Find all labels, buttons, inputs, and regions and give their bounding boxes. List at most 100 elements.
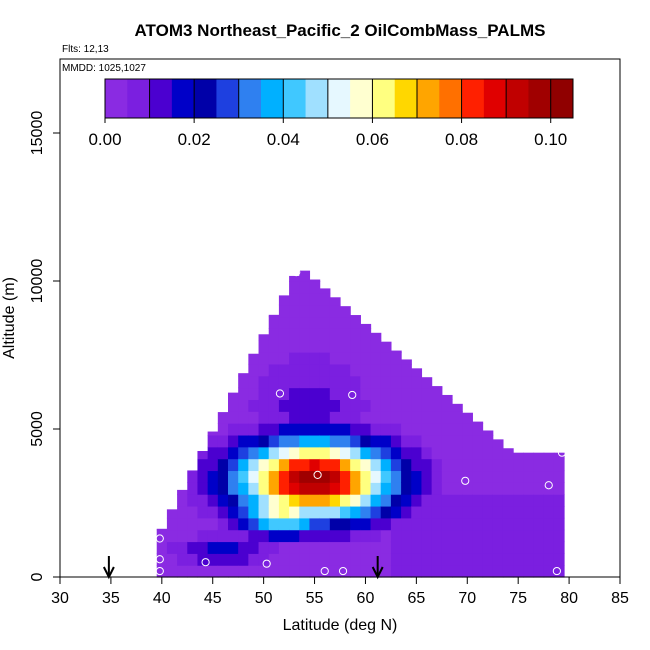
x-tick-label: 55 <box>306 590 324 607</box>
heat-cell <box>289 363 300 377</box>
heat-cell <box>309 399 321 412</box>
heat-cell <box>309 505 321 519</box>
heat-cell <box>299 423 311 436</box>
heat-cell <box>360 470 372 483</box>
heat-cell <box>309 411 321 424</box>
heat-cell <box>268 446 280 460</box>
heat-cell <box>166 517 178 531</box>
heat-cell <box>421 399 433 412</box>
heat-cell <box>258 505 270 519</box>
heat-cell <box>421 482 433 495</box>
heat-cell <box>309 529 321 543</box>
heat-cell <box>441 399 453 412</box>
heat-cell <box>258 553 270 566</box>
heat-cell <box>207 482 219 495</box>
heat-cell <box>553 458 565 472</box>
heat-cell <box>452 434 463 448</box>
heat-cell <box>482 517 494 531</box>
heat-cell <box>289 565 300 578</box>
heat-cell <box>390 411 402 424</box>
heat-cell <box>472 517 484 531</box>
heat-cell <box>187 565 199 578</box>
heat-cell <box>268 314 280 318</box>
heat-cell <box>340 565 351 578</box>
heat-cell <box>187 529 199 543</box>
heat-cell <box>390 458 402 472</box>
heat-cell <box>553 452 565 460</box>
heat-cell <box>187 505 199 519</box>
heat-cell <box>472 482 484 495</box>
heat-cell <box>513 494 524 507</box>
heat-cell <box>187 541 199 554</box>
heat-cell <box>309 482 321 495</box>
heat-cell <box>401 399 412 412</box>
heat-cell <box>350 517 361 531</box>
heat-cell <box>319 494 331 507</box>
heat-cell <box>309 458 321 472</box>
heat-cell <box>329 411 341 424</box>
heat-cell <box>462 434 473 448</box>
heat-cell <box>217 470 229 483</box>
heat-cell <box>340 411 351 424</box>
heat-cell <box>268 565 280 578</box>
heat-cell <box>258 334 270 341</box>
heat-cell <box>278 470 290 483</box>
heat-cell <box>513 482 524 495</box>
heat-cell <box>340 423 351 436</box>
heat-cell <box>462 482 473 495</box>
x-tick-label: 75 <box>509 590 527 607</box>
sample-point <box>155 555 164 564</box>
sample-point <box>262 559 271 568</box>
heat-cell <box>350 482 361 495</box>
heat-cell <box>492 458 504 472</box>
heat-cell <box>248 541 260 554</box>
heat-cell <box>441 565 453 578</box>
heat-cell <box>462 529 473 543</box>
heat-cell <box>431 387 443 400</box>
heat-cell <box>258 446 270 460</box>
heat-cell <box>299 517 311 531</box>
heat-cell <box>360 565 372 578</box>
heat-cell <box>380 411 392 424</box>
heat-cell <box>452 529 463 543</box>
x-tick-label: 80 <box>560 590 578 607</box>
heat-cell <box>289 470 300 483</box>
sample-point <box>552 566 561 576</box>
heat-cell <box>472 505 484 519</box>
heat-cell <box>523 482 535 495</box>
colorbar-swatch <box>550 79 574 118</box>
heat-cell <box>513 470 524 483</box>
heat-cell <box>370 458 382 472</box>
heat-cell <box>268 328 280 341</box>
heat-cell <box>390 434 402 448</box>
heat-cell <box>228 446 239 460</box>
sample-point <box>292 268 301 277</box>
heat-cell <box>340 375 351 389</box>
heat-cell <box>299 375 311 389</box>
heat-cell <box>390 565 402 578</box>
heat-cell <box>452 411 463 424</box>
heat-cell <box>492 470 504 483</box>
heat-cell <box>278 529 290 543</box>
heat-cell <box>390 505 402 519</box>
heat-cell <box>411 541 423 554</box>
heat-cell <box>350 458 361 472</box>
heat-cell <box>482 529 494 543</box>
heat-cell <box>197 565 209 578</box>
x-tick-label: 60 <box>357 590 375 607</box>
heat-cell <box>299 399 311 412</box>
heat-cell <box>452 403 463 412</box>
heat-cell <box>207 541 219 554</box>
heat-cell <box>390 470 402 483</box>
heat-cell <box>462 517 473 531</box>
heat-cell <box>340 306 351 318</box>
heat-cell <box>482 430 494 436</box>
heat-cell <box>156 553 168 566</box>
heat-cell <box>268 375 280 389</box>
heat-cell <box>238 470 249 483</box>
heat-cell <box>289 411 300 424</box>
heat-cell <box>319 434 331 448</box>
heat-cell <box>268 529 280 543</box>
heat-cell <box>278 363 290 377</box>
